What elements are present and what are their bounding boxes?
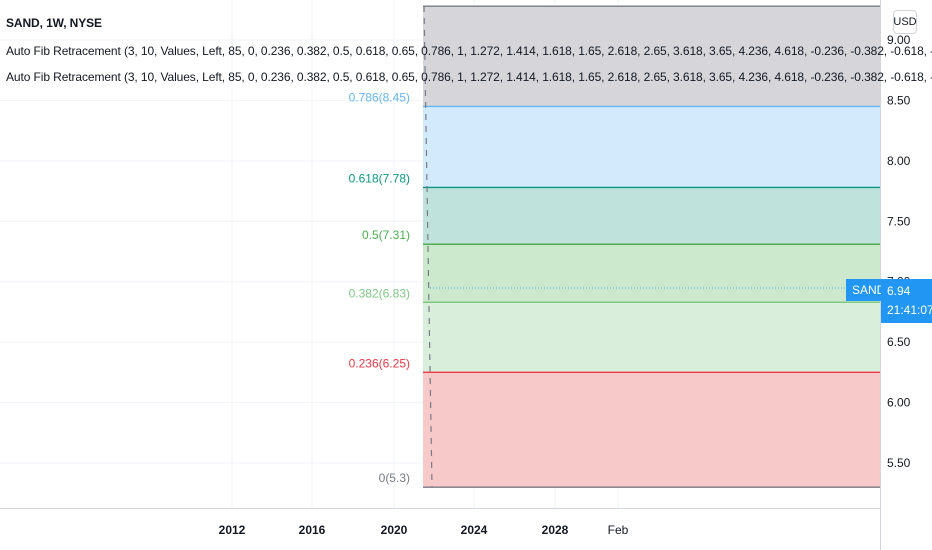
fib-level-label: 0.382(6.83)	[349, 286, 410, 300]
last-price-value: 6.94	[887, 284, 911, 298]
fib-zone	[423, 187, 880, 245]
fib-zone	[423, 372, 880, 488]
indicator-legend-2[interactable]: Auto Fib Retracement (3, 10, Values, Lef…	[6, 70, 932, 84]
fib-level-label: 0.618(7.78)	[349, 171, 410, 185]
currency-button[interactable]: USD	[893, 10, 917, 34]
price-tick-label: 6.50	[887, 335, 911, 349]
time-tick-label: 2028	[542, 523, 569, 537]
price-tick-label: 6.00	[887, 396, 911, 410]
price-tick-label: 9.00	[887, 33, 911, 47]
bar-countdown: 21:41:07	[887, 303, 932, 317]
fib-level-label: 0.5(7.31)	[362, 228, 410, 242]
fib-level-label: 0(5.3)	[379, 471, 410, 485]
fib-zone	[423, 106, 880, 188]
indicator-legend-1[interactable]: Auto Fib Retracement (3, 10, Values, Lef…	[6, 44, 932, 58]
time-tick-label: 2020	[381, 523, 408, 537]
fib-level-label: 0.786(8.45)	[349, 90, 410, 104]
time-tick-label: 2024	[461, 523, 488, 537]
time-tick-label: 2016	[299, 523, 326, 537]
price-tick-label: 7.50	[887, 214, 911, 228]
fib-zone	[423, 244, 880, 303]
fib-trend-line	[423, 5, 433, 488]
time-tick-label: 2012	[219, 523, 246, 537]
fib-zone	[423, 6, 880, 107]
symbol-price-label: SAND	[846, 279, 892, 301]
time-tick-label: Feb	[608, 523, 629, 537]
fib-zone	[423, 302, 880, 373]
price-tick-label: 8.00	[887, 154, 911, 168]
fib-level-label: 0.236(6.25)	[349, 356, 410, 370]
price-tick-label: 8.50	[887, 93, 911, 107]
price-tick-label: 5.50	[887, 456, 911, 470]
last-price-tag: 6.94 21:41:07	[881, 279, 932, 323]
chart-title[interactable]: SAND, 1W, NYSE	[6, 16, 102, 30]
